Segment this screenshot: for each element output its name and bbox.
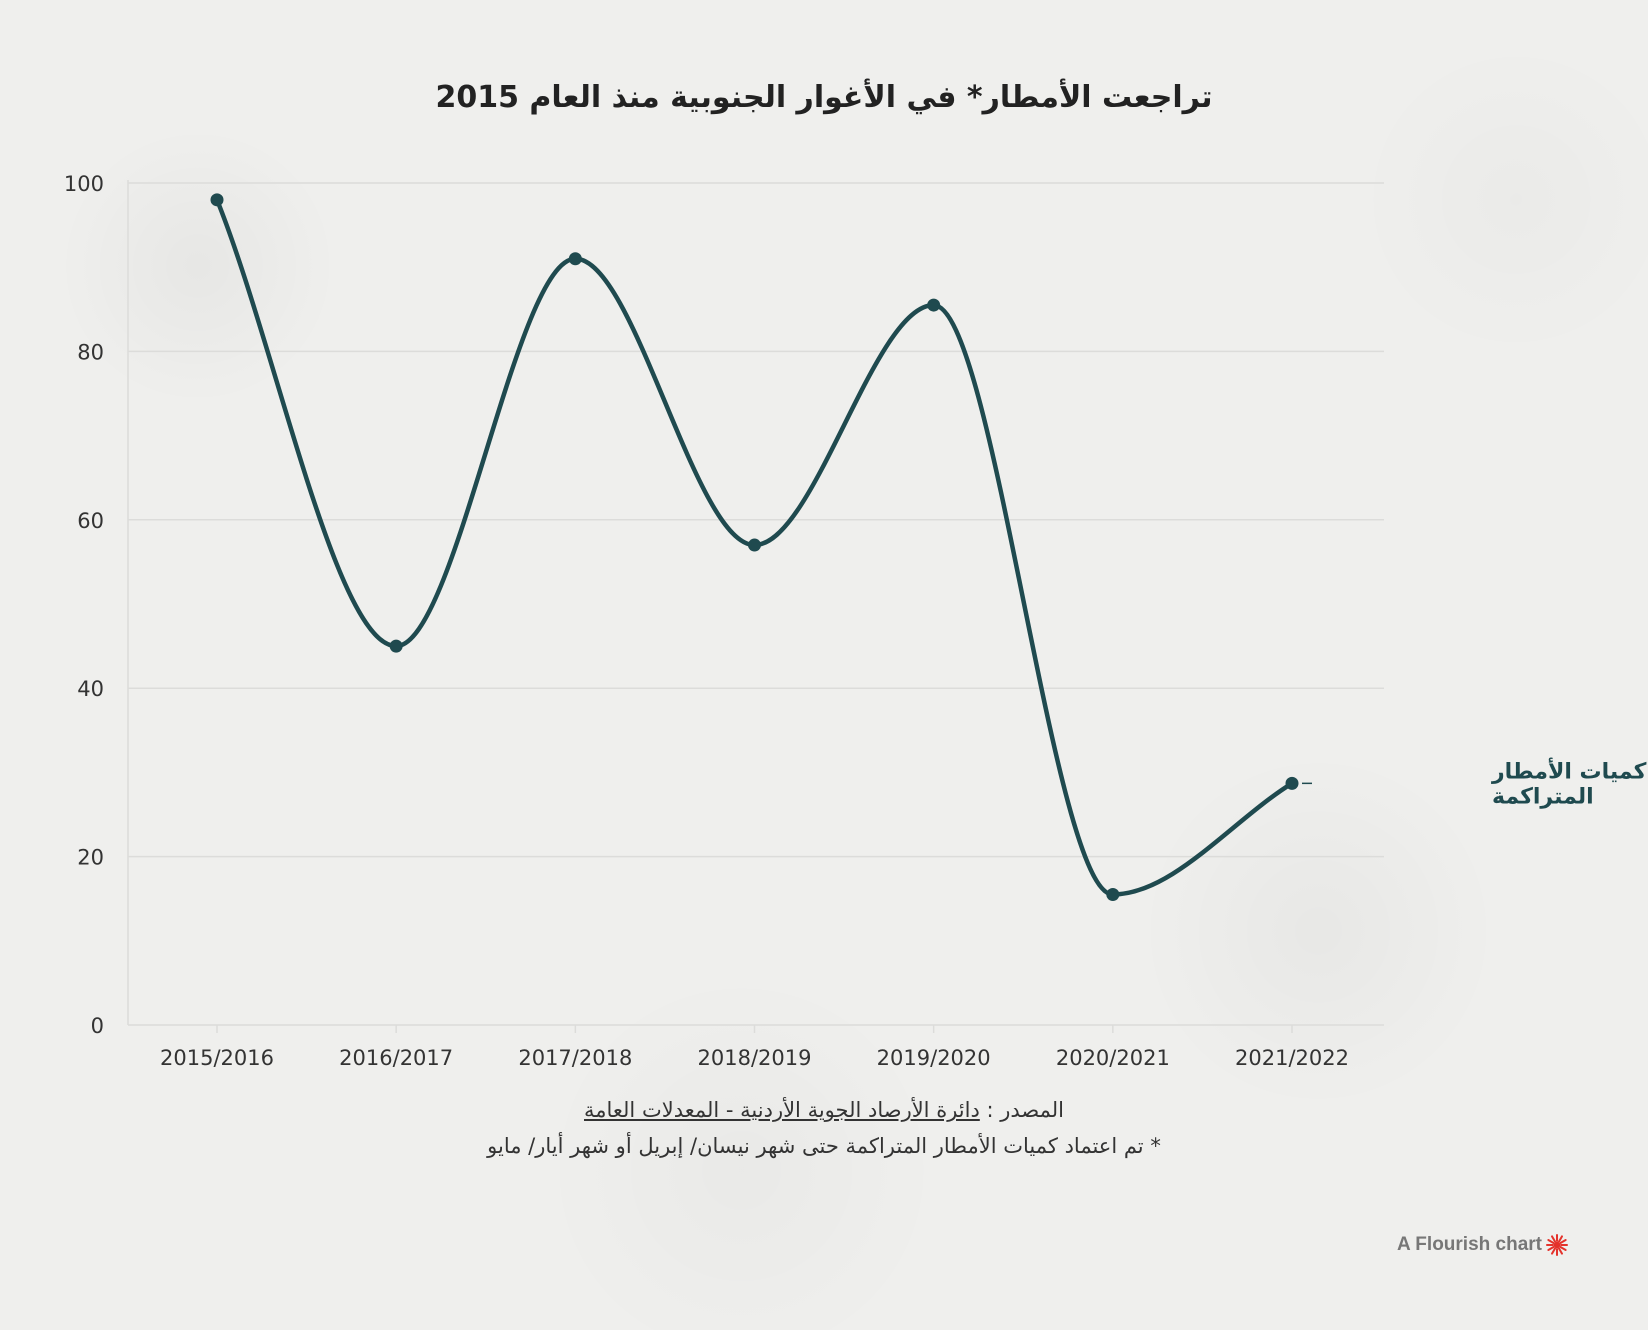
x-tick-label: 2020/2021: [1056, 1046, 1170, 1070]
x-tick-label: 2019/2020: [877, 1046, 991, 1070]
series-layer: [210, 193, 1299, 901]
grid-lines: [127, 180, 1384, 1026]
x-tick-label: 2015/2016: [160, 1046, 274, 1070]
data-point: [1285, 776, 1299, 790]
x-tick-label: 2021/2022: [1235, 1046, 1349, 1070]
source-prefix: المصدر :: [986, 1098, 1065, 1122]
series-label-line: المتراكمة: [1492, 784, 1594, 809]
y-axis-ticks: 0 20 40 60 80 100: [64, 172, 104, 1038]
source-link[interactable]: دائرة الأرصاد الجوية الأردنية - المعدلات…: [584, 1098, 980, 1122]
chart-title: تراجعت الأمطار* في الأغوار الجنوبية منذ …: [435, 80, 1213, 115]
series-label-line: كميات الأمطار: [1491, 756, 1647, 784]
source-line: المصدر : دائرة الأرصاد الجوية الأردنية -…: [0, 1098, 1648, 1122]
y-tick-label: 60: [77, 509, 104, 533]
y-tick-label: 40: [77, 677, 104, 701]
x-axis-ticks: 2015/2016 2016/2017 2017/2018 2018/2019 2019…: [160, 1025, 1349, 1070]
data-point: [389, 639, 403, 653]
data-point: [210, 193, 224, 207]
y-tick-label: 0: [91, 1014, 104, 1038]
data-point: [568, 252, 582, 266]
flourish-credit-label: A Flourish chart: [1397, 1234, 1542, 1255]
footnote: * تم اعتماد كميات الأمطار المتراكمة حتى …: [487, 1134, 1161, 1158]
y-tick-label: 20: [77, 846, 104, 870]
data-point: [748, 538, 761, 552]
x-tick-label: 2016/2017: [339, 1046, 453, 1070]
x-tick-label: 2018/2019: [698, 1046, 812, 1070]
flourish-credit-link[interactable]: A Flourish chart: [1397, 1234, 1568, 1256]
data-point: [1106, 887, 1120, 901]
x-tick-label: 2017/2018: [518, 1046, 632, 1070]
flourish-logo-icon: [1546, 1234, 1568, 1256]
y-tick-label: 80: [77, 340, 104, 364]
y-tick-label: 100: [64, 172, 104, 196]
data-point: [927, 298, 941, 312]
